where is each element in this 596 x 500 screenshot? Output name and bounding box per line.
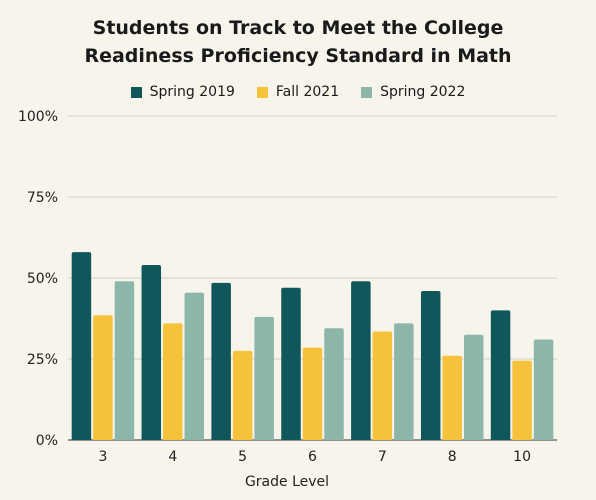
y-tick-label: 25% — [27, 352, 58, 368]
x-tick-label: 8 — [448, 449, 457, 465]
x-tick-label: 6 — [308, 449, 317, 465]
bar-spring-2019-grade-7 — [351, 281, 371, 440]
y-tick-label: 0% — [36, 433, 58, 449]
y-tick-label: 100% — [18, 109, 58, 125]
bar-fall-2021-grade-6 — [302, 347, 323, 440]
x-tick-label: 7 — [378, 449, 387, 465]
legend-swatch-spring-2019 — [130, 86, 142, 98]
chart-title-line-2: Readiness Proficiency Standard in Math — [84, 45, 512, 67]
bar-spring-2019-grade-5 — [211, 282, 231, 440]
y-axis-ticks: 0% 25% 50% 75% 100% — [18, 109, 58, 449]
bar-fall-2021-grade-5 — [232, 350, 253, 440]
x-tick-label: 5 — [238, 449, 247, 465]
bar-fall-2021-grade-8 — [442, 355, 462, 440]
legend-swatch-fall-2021 — [256, 86, 268, 98]
chart-title-line-1: Students on Track to Meet the College — [92, 17, 504, 39]
bar-spring-2019-grade-10 — [490, 310, 511, 440]
bar-fall-2021-grade-10 — [512, 360, 532, 440]
bar-spring-2019-grade-6 — [281, 287, 301, 440]
bar-fall-2021-grade-4 — [163, 323, 183, 440]
x-axis-title: Grade Level — [245, 474, 329, 490]
bars — [71, 252, 554, 440]
bar-spring-2022-grade-6 — [324, 328, 344, 440]
legend-item-fall-2021: Fall 2021 — [256, 84, 340, 100]
bar-spring-2022-grade-7 — [394, 323, 414, 440]
bar-fall-2021-grade-3 — [93, 315, 113, 440]
bar-fall-2021-grade-7 — [372, 331, 393, 440]
bar-spring-2022-grade-4 — [184, 292, 205, 440]
y-tick-label: 50% — [27, 271, 58, 287]
x-tick-label: 4 — [168, 449, 177, 465]
bar-spring-2022-grade-8 — [463, 334, 484, 440]
legend-label-spring-2019: Spring 2019 — [149, 84, 235, 100]
bar-spring-2022-grade-10 — [533, 339, 554, 440]
bar-spring-2019-grade-4 — [141, 265, 162, 440]
legend-item-spring-2019: Spring 2019 — [130, 84, 235, 100]
bar-spring-2022-grade-3 — [114, 281, 135, 440]
legend-label-spring-2022: Spring 2022 — [380, 84, 466, 100]
legend-item-spring-2022: Spring 2022 — [361, 84, 465, 100]
y-tick-label: 75% — [27, 190, 58, 206]
x-tick-label: 10 — [513, 449, 531, 465]
x-axis-ticks: 3 4 5 6 7 8 10 — [98, 449, 531, 465]
bar-spring-2022-grade-5 — [254, 316, 274, 440]
legend: Spring 2019 Fall 2021 Spring 2022 — [0, 84, 596, 100]
bar-spring-2019-grade-8 — [420, 290, 441, 440]
legend-label-fall-2021: Fall 2021 — [275, 84, 340, 100]
chart-title: Students on Track to Meet the College Re… — [0, 14, 596, 70]
bar-spring-2019-grade-3 — [71, 252, 92, 440]
x-tick-label: 3 — [98, 449, 107, 465]
legend-swatch-spring-2022 — [361, 86, 373, 98]
